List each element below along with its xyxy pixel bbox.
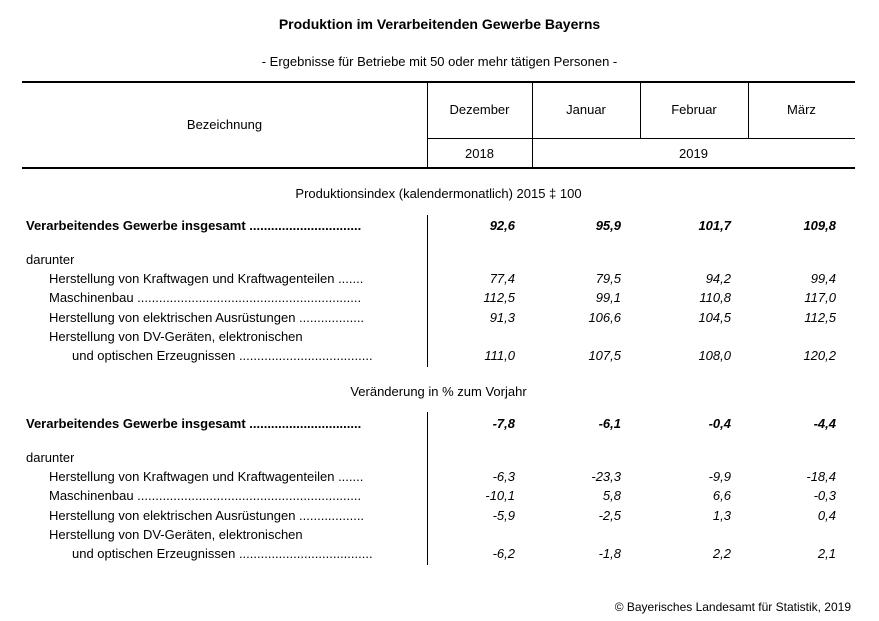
- header-year-2018: 2018: [465, 146, 494, 161]
- label-divider-section-1: [427, 215, 428, 367]
- row-label: und optischen Erzeugnissen .............…: [72, 546, 373, 561]
- row-total-dez: -7,8: [492, 416, 515, 431]
- header-month-dezember: Dezember: [449, 102, 510, 117]
- row-value: -6,2: [492, 546, 515, 561]
- row-value: 104,5: [698, 310, 731, 325]
- row-total-label: Verarbeitendes Gewerbe insgesamt .......…: [26, 218, 362, 233]
- row-value: -18,4: [806, 469, 836, 484]
- page-subtitle: - Ergebnisse für Betriebe mit 50 oder me…: [261, 54, 618, 69]
- row-value: 106,6: [588, 310, 621, 325]
- row-value: 1,3: [712, 508, 731, 523]
- row-value: -5,9: [492, 508, 515, 523]
- row-label: Herstellung von DV-Geräten, elektronisch…: [49, 329, 303, 344]
- header-bezeichnung: Bezeichnung: [186, 117, 263, 132]
- row-value: 110,8: [699, 290, 731, 305]
- row-value: -2,5: [598, 508, 621, 523]
- row-value: 99,4: [810, 271, 836, 286]
- row-value: 77,4: [489, 271, 515, 286]
- header-mid-rule: [427, 138, 855, 139]
- row-total-jan: 95,9: [595, 218, 621, 233]
- header-month-januar: Januar: [566, 102, 606, 117]
- row-total-mar: -4,4: [813, 416, 836, 431]
- header-divider-1: [427, 83, 428, 167]
- row-value: 79,5: [595, 271, 621, 286]
- row-total-dez: 92,6: [489, 218, 515, 233]
- copyright-footer: © Bayerisches Landesamt für Statistik, 2…: [614, 600, 851, 614]
- row-value: 111,0: [484, 348, 515, 363]
- row-value: 107,5: [588, 348, 621, 363]
- row-value: 99,1: [595, 290, 621, 305]
- row-label: Herstellung von elektrischen Ausrüstunge…: [49, 508, 365, 523]
- row-value: 91,3: [489, 310, 515, 325]
- row-value: -6,3: [492, 469, 515, 484]
- header-month-maerz: März: [787, 102, 816, 117]
- row-value: 0,4: [817, 508, 836, 523]
- header-year-2019: 2019: [679, 146, 708, 161]
- row-value: 120,2: [803, 348, 836, 363]
- row-value: -9,9: [708, 469, 731, 484]
- label-divider-section-2: [427, 412, 428, 565]
- row-label: Herstellung von elektrischen Ausrüstunge…: [49, 310, 365, 325]
- row-total-feb: -0,4: [708, 416, 731, 431]
- row-value: -23,3: [591, 469, 621, 484]
- row-value: 2,2: [712, 546, 731, 561]
- row-value: -1,8: [598, 546, 621, 561]
- row-total-label: Verarbeitendes Gewerbe insgesamt .......…: [26, 416, 362, 431]
- row-value: 94,2: [705, 271, 731, 286]
- row-label: Maschinenbau ...........................…: [49, 290, 362, 305]
- row-value: 6,6: [712, 488, 731, 503]
- darunter-label: darunter: [26, 450, 75, 465]
- row-value: 112,5: [804, 310, 836, 325]
- row-total-jan: -6,1: [598, 416, 621, 431]
- header-top-rule: [22, 81, 855, 83]
- header-divider-2: [532, 83, 533, 167]
- row-label: Herstellung von Kraftwagen und Kraftwage…: [49, 271, 364, 286]
- section-heading-change: Veränderung in % zum Vorjahr: [350, 384, 527, 399]
- section-heading-index: Produktionsindex (kalendermonatlich) 201…: [295, 186, 582, 201]
- row-value: -10,1: [485, 488, 515, 503]
- header-divider-3: [640, 83, 641, 138]
- row-value: 112,5: [483, 290, 515, 305]
- header-bottom-rule: [22, 167, 855, 169]
- row-value: -0,3: [813, 488, 836, 503]
- row-total-mar: 109,8: [803, 218, 836, 233]
- row-value: 2,1: [817, 546, 836, 561]
- row-label: Maschinenbau ...........................…: [49, 488, 362, 503]
- row-label: Herstellung von Kraftwagen und Kraftwage…: [49, 469, 364, 484]
- row-label: Herstellung von DV-Geräten, elektronisch…: [49, 527, 303, 542]
- row-value: 108,0: [698, 348, 731, 363]
- darunter-label: darunter: [26, 252, 75, 267]
- row-value: 5,8: [602, 488, 621, 503]
- header-divider-4: [748, 83, 749, 138]
- row-label: und optischen Erzeugnissen .............…: [72, 348, 373, 363]
- header-month-februar: Februar: [671, 102, 717, 117]
- page-title: Produktion im Verarbeitenden Gewerbe Bay…: [278, 16, 601, 32]
- row-total-feb: 101,7: [698, 218, 731, 233]
- row-value: 117,0: [804, 290, 836, 305]
